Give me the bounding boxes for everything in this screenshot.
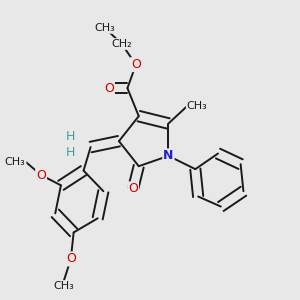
Text: CH₃: CH₃ [187, 101, 208, 111]
Text: O: O [66, 252, 76, 266]
Text: CH₃: CH₃ [5, 157, 26, 167]
Text: CH₃: CH₃ [94, 23, 115, 33]
Text: O: O [104, 82, 114, 95]
Text: O: O [128, 182, 138, 195]
Text: O: O [131, 58, 141, 71]
Text: H: H [66, 146, 76, 159]
Text: H: H [66, 130, 75, 142]
Text: CH₂: CH₂ [112, 39, 132, 49]
Text: O: O [36, 169, 46, 182]
Text: CH₃: CH₃ [53, 281, 74, 291]
Text: N: N [163, 149, 174, 162]
